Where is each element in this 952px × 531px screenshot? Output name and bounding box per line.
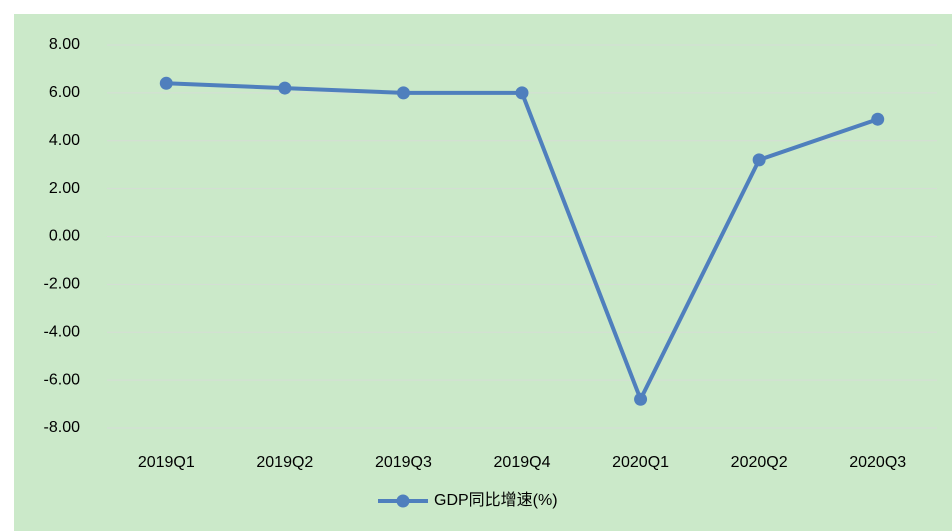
x-tick-label: 2020Q1	[612, 454, 669, 471]
marker	[396, 86, 410, 100]
y-tick-label: 8.00	[49, 36, 80, 53]
marker	[159, 76, 173, 90]
marker	[871, 112, 885, 126]
y-tick-label: -4.00	[44, 323, 81, 340]
y-tick-label: -6.00	[44, 371, 81, 388]
x-tick-label: 2020Q2	[731, 454, 788, 471]
x-tick-label: 2020Q3	[849, 454, 906, 471]
y-tick-label: 2.00	[49, 180, 80, 197]
y-tick-label: -2.00	[44, 276, 81, 293]
legend-marker	[396, 494, 410, 508]
marker	[515, 86, 529, 100]
chart-background	[14, 14, 952, 531]
marker	[634, 392, 648, 406]
y-tick-label: -8.00	[44, 419, 81, 436]
legend-label: GDP同比增速(%)	[434, 491, 558, 509]
y-tick-label: 6.00	[49, 84, 80, 101]
y-tick-label: 0.00	[49, 228, 80, 245]
marker	[752, 153, 766, 167]
y-tick-label: 4.00	[49, 132, 80, 149]
x-tick-label: 2019Q4	[494, 454, 551, 471]
marker	[278, 81, 292, 95]
x-tick-label: 2019Q2	[256, 454, 313, 471]
x-tick-label: 2019Q3	[375, 454, 432, 471]
x-tick-label: 2019Q1	[138, 454, 195, 471]
